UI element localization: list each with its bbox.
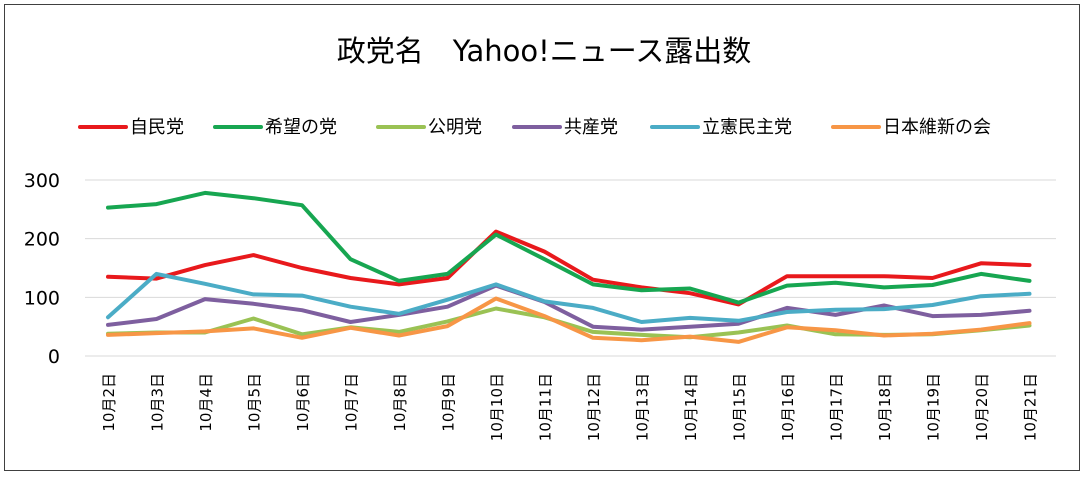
grid-lines	[85, 179, 1056, 357]
x-tick-label: 10月10日	[488, 373, 506, 441]
x-tick-label: 10月8日	[391, 373, 409, 432]
legend-item: 共産党	[512, 117, 618, 138]
x-tick-label: 10月6日	[294, 373, 312, 432]
series-line	[106, 271, 1032, 324]
x-tick-label: 10月3日	[149, 373, 167, 432]
x-tick-label: 10月5日	[246, 373, 264, 432]
legend-label: 共産党	[564, 117, 618, 138]
x-tick-label: 10月11日	[537, 373, 555, 441]
x-tick-label: 10月14日	[682, 373, 700, 441]
x-axis-ticks: 10月2日 10月3日 10月4日 10月5日 10月6日 10月7日 10月8日 10月9日…	[100, 373, 1040, 441]
legend-label: 公明党	[428, 117, 482, 138]
chart-frame	[4, 4, 1080, 471]
chart-title: 政党名 Yahoo!ニュース露出数	[337, 34, 752, 68]
legend-item: 希望の党	[213, 117, 337, 138]
series-line	[106, 190, 1032, 305]
legend-item: 公明党	[376, 117, 482, 138]
y-tick-label: 0	[48, 346, 60, 368]
legend-label: 自民党	[130, 117, 184, 138]
y-tick-label: 300	[24, 170, 60, 192]
series-line	[106, 283, 1032, 332]
x-tick-label: 10月16日	[779, 373, 797, 441]
series-line	[106, 296, 1032, 344]
legend-label: 日本維新の会	[883, 117, 991, 138]
x-tick-label: 10月9日	[440, 373, 458, 432]
series-lines	[106, 190, 1032, 344]
x-tick-label: 10月19日	[925, 373, 943, 441]
x-tick-label: 10月20日	[973, 373, 991, 441]
x-tick-label: 10月13日	[634, 373, 652, 441]
y-tick-label: 100	[24, 287, 60, 309]
legend-item: 日本維新の会	[831, 117, 991, 138]
x-tick-label: 10月18日	[876, 373, 894, 441]
legend-label: 希望の党	[265, 117, 337, 138]
x-tick-label: 10月4日	[197, 373, 215, 432]
y-axis-ticks: 0 100 200 300	[24, 170, 60, 368]
x-tick-label: 10月2日	[100, 373, 118, 432]
y-tick-label: 200	[24, 229, 60, 251]
legend-item: 立憲民主党	[650, 116, 792, 138]
series-line	[106, 229, 1032, 307]
x-tick-label: 10月12日	[585, 373, 603, 441]
x-tick-label: 10月15日	[731, 373, 749, 441]
legend-label: 立憲民主党	[702, 116, 792, 138]
x-tick-label: 10月17日	[828, 373, 846, 441]
x-tick-label: 10月21日	[1022, 373, 1040, 441]
legend-item: 自民党	[78, 117, 184, 138]
x-tick-label: 10月7日	[343, 373, 361, 432]
legend: 自民党 希望の党 公明党 共産党 立憲民主党 日本維新の会	[78, 116, 991, 138]
